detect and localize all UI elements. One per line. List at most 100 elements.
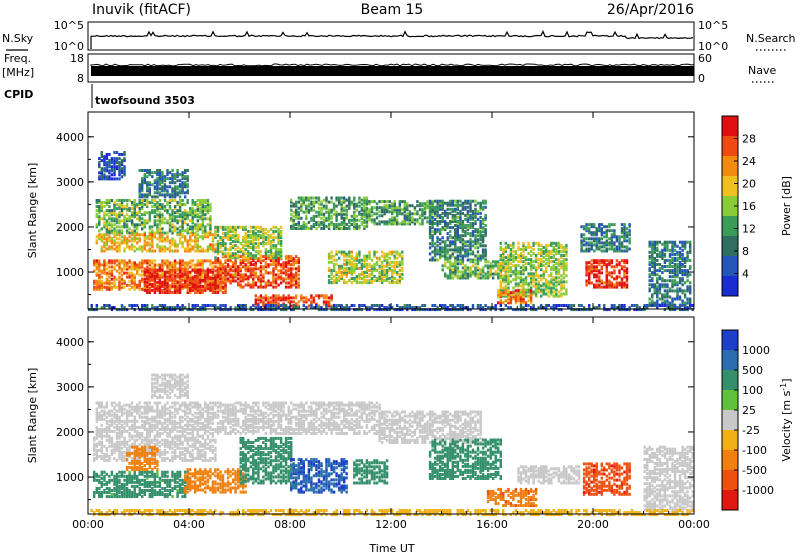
range-gate-cell — [138, 209, 141, 213]
range-gate-cell — [340, 210, 343, 214]
range-gate-cell — [476, 211, 480, 215]
range-gate-cell — [184, 261, 187, 265]
range-gate-cell — [653, 265, 656, 268]
range-gate-cell — [363, 279, 366, 282]
range-gate-cell — [560, 274, 563, 278]
range-gate-cell — [625, 261, 629, 265]
range-gate-cell — [527, 299, 530, 303]
range-gate-cell — [163, 263, 167, 267]
range-gate-cell — [257, 246, 260, 250]
range-gate-cell — [373, 252, 376, 256]
range-gate-cell — [315, 196, 318, 200]
range-gate-cell — [259, 285, 263, 289]
range-gate-cell — [451, 213, 454, 217]
range-gate-cell — [259, 294, 263, 298]
freq-series-band — [91, 66, 694, 76]
range-gate-cell — [161, 213, 164, 217]
nsky-label: N.Sky — [2, 32, 34, 45]
range-gate-cell — [542, 274, 545, 278]
range-gate-cell — [290, 281, 293, 285]
range-gate-cell — [666, 248, 669, 252]
range-gate-cell — [436, 238, 439, 242]
range-gate-cell — [330, 250, 333, 254]
range-gate-cell — [191, 211, 194, 215]
range-gate-cell — [204, 217, 207, 221]
range-gate-cell — [153, 221, 157, 225]
range-gate-cell — [181, 243, 184, 247]
range-gate-cell — [201, 235, 204, 239]
range-gate-cell — [479, 215, 482, 219]
range-gate-cell — [661, 279, 664, 283]
range-gate-cell — [300, 204, 303, 208]
range-gate-cell — [365, 206, 369, 210]
range-gate-cell — [396, 222, 399, 226]
range-gate-cell — [522, 278, 525, 282]
range-gate-cell — [444, 242, 447, 246]
range-gate-cell — [461, 248, 465, 252]
range-gate-cell — [234, 229, 237, 233]
range-gate-cell — [138, 193, 141, 197]
range-gate-cell — [454, 207, 457, 211]
range-gate-cell — [461, 270, 465, 274]
range-gate-cell — [151, 209, 154, 213]
range-gate-cell — [348, 270, 351, 274]
range-gate-cell — [259, 225, 263, 229]
range-gate-cell — [330, 196, 333, 200]
power-echo-region — [214, 225, 283, 260]
range-gate-cell — [237, 250, 240, 254]
range-gate-cell — [401, 200, 404, 204]
range-gate-cell — [537, 284, 540, 288]
range-gate-cell — [98, 201, 101, 204]
range-gate-cell — [181, 235, 184, 239]
range-gate-cell — [557, 258, 561, 262]
range-gate-cell — [403, 206, 406, 210]
range-gate-cell — [360, 262, 364, 266]
range-gate-cell — [459, 211, 462, 215]
range-gate-cell — [204, 225, 207, 229]
range-gate-cell — [565, 290, 568, 294]
range-gate-cell — [136, 271, 139, 275]
range-gate-cell — [194, 215, 197, 219]
range-gate-cell — [105, 169, 109, 173]
range-gate-cell — [474, 228, 477, 232]
range-gate-cell — [375, 256, 379, 260]
range-gate-cell — [504, 289, 507, 293]
range-gate-cell — [504, 245, 507, 249]
range-gate-cell — [332, 206, 336, 210]
range-gate-cell — [130, 245, 134, 249]
range-gate-cell — [315, 200, 318, 204]
range-gate-cell — [161, 249, 164, 253]
range-gate-cell — [194, 225, 197, 229]
range-gate-cell — [615, 285, 619, 289]
range-gate-cell — [355, 214, 358, 218]
range-gate-cell — [471, 240, 475, 244]
range-gate-cell — [151, 268, 154, 272]
range-gate-cell — [474, 213, 477, 217]
range-gate-cell — [327, 279, 331, 282]
range-gate-cell — [290, 275, 293, 279]
range-gate-cell — [113, 219, 116, 223]
range-gate-cell — [360, 266, 364, 270]
range-gate-cell — [588, 249, 591, 253]
range-gate-cell — [204, 229, 207, 233]
range-gate-cell — [383, 208, 386, 212]
range-gate-cell — [168, 249, 172, 253]
range-gate-cell — [297, 261, 300, 265]
range-gate-cell — [522, 270, 525, 274]
range-gate-cell — [454, 268, 457, 272]
range-gate-cell — [98, 235, 101, 239]
range-gate-cell — [171, 261, 174, 265]
range-gate-cell — [209, 207, 212, 211]
range-gate-cell — [247, 269, 250, 273]
range-gate-cell — [661, 277, 664, 281]
range-gate-cell — [158, 183, 162, 187]
range-gate-cell — [449, 201, 452, 205]
range-gate-cell — [608, 285, 611, 289]
range-gate-cell — [608, 281, 611, 285]
range-gate-cell — [358, 210, 361, 214]
range-gate-cell — [158, 213, 162, 217]
range-gate-cell — [393, 202, 396, 206]
range-gate-cell — [123, 153, 126, 156]
range-gate-cell — [502, 286, 505, 290]
range-gate-cell — [648, 275, 651, 279]
